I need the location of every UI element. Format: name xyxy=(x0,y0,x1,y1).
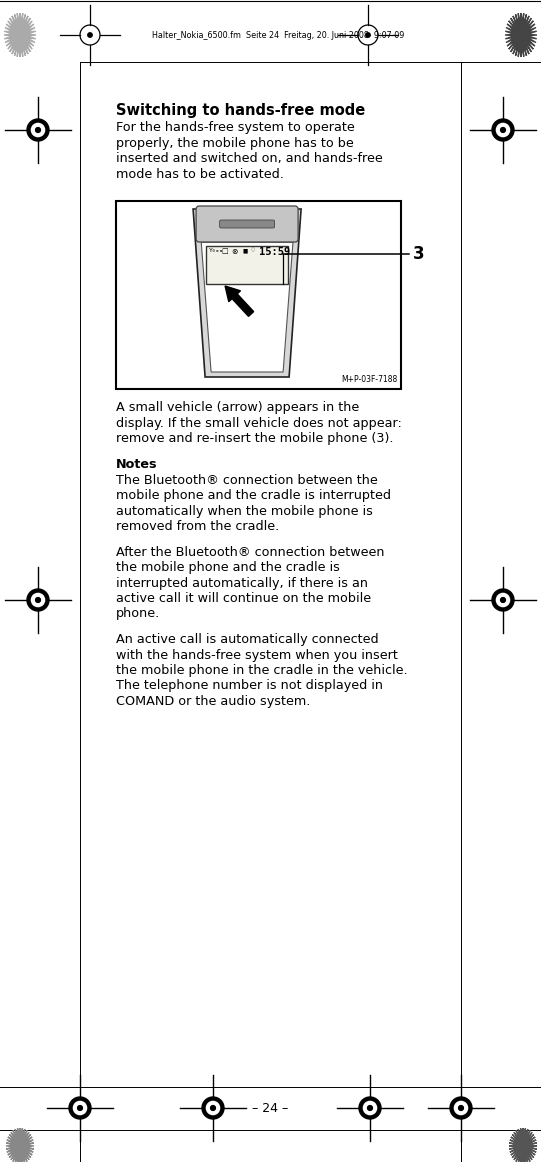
Text: ■: ■ xyxy=(242,248,247,253)
Circle shape xyxy=(492,589,514,611)
Text: removed from the cradle.: removed from the cradle. xyxy=(116,521,279,533)
Polygon shape xyxy=(505,13,537,57)
FancyArrow shape xyxy=(225,286,254,316)
Text: A small vehicle (arrow) appears in the: A small vehicle (arrow) appears in the xyxy=(116,401,359,414)
Circle shape xyxy=(69,1097,91,1119)
Text: interrupted automatically, if there is an: interrupted automatically, if there is a… xyxy=(116,576,368,589)
Bar xyxy=(116,201,401,389)
Text: ♢: ♢ xyxy=(250,248,256,253)
Circle shape xyxy=(27,589,49,611)
Circle shape xyxy=(36,128,41,132)
Text: COMAND or the audio system.: COMAND or the audio system. xyxy=(116,695,311,708)
Text: phone.: phone. xyxy=(116,608,160,621)
Text: mobile phone and the cradle is interrupted: mobile phone and the cradle is interrupt… xyxy=(116,489,391,502)
Circle shape xyxy=(210,1105,215,1111)
Circle shape xyxy=(454,1102,467,1114)
Text: 3: 3 xyxy=(413,245,425,263)
Text: An active call is automatically connected: An active call is automatically connecte… xyxy=(116,633,379,646)
Circle shape xyxy=(497,594,510,607)
Circle shape xyxy=(492,119,514,141)
Text: Halter_Nokia_6500.fm  Seite 24  Freitag, 20. Juni 2008  9:07 09: Halter_Nokia_6500.fm Seite 24 Freitag, 2… xyxy=(152,30,404,40)
Text: □: □ xyxy=(221,248,228,254)
Text: remove and re-insert the mobile phone (3).: remove and re-insert the mobile phone (3… xyxy=(116,432,393,445)
Text: 15:59: 15:59 xyxy=(259,248,291,257)
Text: display. If the small vehicle does not appear:: display. If the small vehicle does not a… xyxy=(116,416,402,430)
Text: the mobile phone in the cradle in the vehicle.: the mobile phone in the cradle in the ve… xyxy=(116,664,407,677)
Text: After the Bluetooth® connection between: After the Bluetooth® connection between xyxy=(116,545,385,559)
Text: The telephone number is not displayed in: The telephone number is not displayed in xyxy=(116,680,383,693)
Circle shape xyxy=(77,1105,82,1111)
FancyBboxPatch shape xyxy=(196,206,298,242)
Text: with the hands-free system when you insert: with the hands-free system when you inse… xyxy=(116,648,398,661)
Circle shape xyxy=(31,123,44,137)
Polygon shape xyxy=(199,214,295,372)
Polygon shape xyxy=(509,1128,537,1162)
Text: Notes: Notes xyxy=(116,458,157,471)
Text: The Bluetooth® connection between the: The Bluetooth® connection between the xyxy=(116,473,378,487)
Circle shape xyxy=(500,128,505,132)
Text: automatically when the mobile phone is: automatically when the mobile phone is xyxy=(116,504,373,517)
Circle shape xyxy=(31,594,44,607)
Circle shape xyxy=(364,1102,377,1114)
Circle shape xyxy=(359,1097,381,1119)
Text: M+P-03F-7188: M+P-03F-7188 xyxy=(341,375,397,383)
Circle shape xyxy=(450,1097,472,1119)
Text: mode has to be activated.: mode has to be activated. xyxy=(116,167,284,180)
FancyBboxPatch shape xyxy=(220,220,275,228)
Text: Y₀ₘₘ: Y₀ₘₘ xyxy=(209,248,224,253)
Circle shape xyxy=(366,33,370,37)
Text: – 24 –: – 24 – xyxy=(252,1102,289,1114)
Text: properly, the mobile phone has to be: properly, the mobile phone has to be xyxy=(116,136,354,150)
Text: Switching to hands-free mode: Switching to hands-free mode xyxy=(116,103,365,119)
Polygon shape xyxy=(4,13,36,57)
Circle shape xyxy=(202,1097,224,1119)
Circle shape xyxy=(27,119,49,141)
Text: ⊗: ⊗ xyxy=(231,248,237,256)
Circle shape xyxy=(88,33,92,37)
Text: For the hands-free system to operate: For the hands-free system to operate xyxy=(116,121,355,134)
Circle shape xyxy=(497,123,510,137)
Polygon shape xyxy=(6,1128,34,1162)
Text: inserted and switched on, and hands-free: inserted and switched on, and hands-free xyxy=(116,152,382,165)
Circle shape xyxy=(74,1102,87,1114)
Circle shape xyxy=(207,1102,220,1114)
Polygon shape xyxy=(193,209,301,376)
Circle shape xyxy=(459,1105,464,1111)
Circle shape xyxy=(36,597,41,602)
Bar xyxy=(206,246,288,284)
Circle shape xyxy=(367,1105,372,1111)
Text: active call it will continue on the mobile: active call it will continue on the mobi… xyxy=(116,591,371,605)
Text: the mobile phone and the cradle is: the mobile phone and the cradle is xyxy=(116,561,340,574)
Circle shape xyxy=(500,597,505,602)
